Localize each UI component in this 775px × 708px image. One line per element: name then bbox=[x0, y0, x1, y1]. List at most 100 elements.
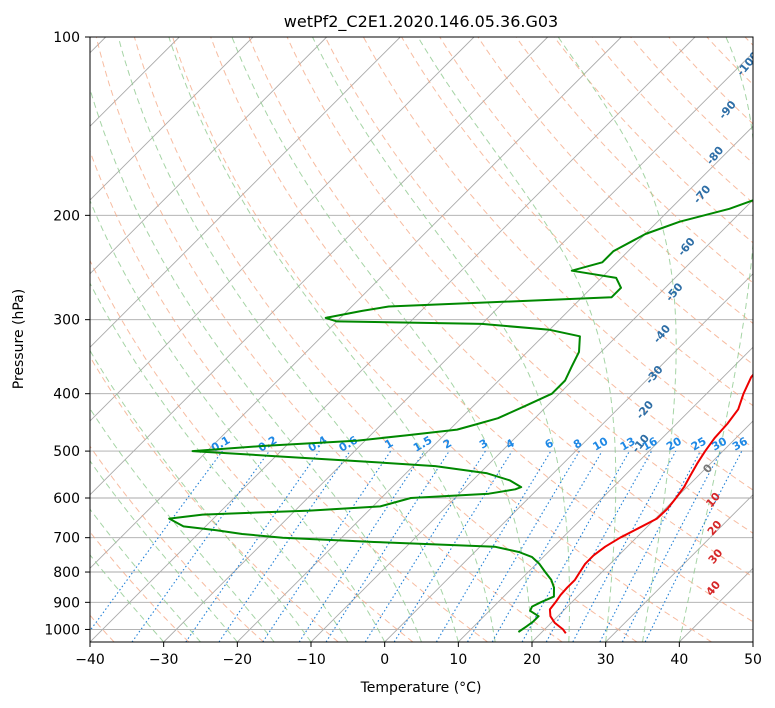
dry-adiabat-line bbox=[210, 37, 753, 623]
isotherm-line bbox=[605, 494, 753, 642]
dry-adiabat-label: -100 bbox=[734, 49, 762, 79]
dry-adiabat-label: -80 bbox=[704, 144, 727, 168]
dry-adiabat-line bbox=[744, 37, 753, 46]
dry-adiabat-line bbox=[286, 37, 753, 534]
isotherm-line bbox=[163, 52, 753, 642]
x-tick-label: −10 bbox=[296, 652, 326, 668]
mixing-ratio-line bbox=[325, 450, 450, 642]
dewpoint-profile-line bbox=[168, 199, 753, 633]
moist-adiabat-line bbox=[557, 37, 677, 642]
moist-adiabat-line bbox=[417, 37, 617, 642]
moist-adiabat-line bbox=[90, 407, 275, 642]
isotherm-line bbox=[90, 37, 475, 422]
mixing-ratio-line bbox=[131, 450, 270, 642]
dry-adiabat-label: -50 bbox=[663, 280, 686, 304]
dry-adiabat-line bbox=[172, 37, 712, 642]
chart-title: wetPf2_C2E1.2020.146.05.36.G03 bbox=[284, 12, 558, 32]
moist-adiabat-line bbox=[231, 37, 533, 642]
x-tick-label: 0 bbox=[380, 652, 389, 668]
dry-adiabat-line bbox=[90, 445, 264, 642]
dry-adiabat-line bbox=[668, 37, 753, 125]
moist-adiabat-line bbox=[90, 282, 349, 642]
dry-adiabat-label: -60 bbox=[675, 235, 698, 259]
x-axis-title: Temperature (°C) bbox=[360, 680, 482, 696]
isotherm-line bbox=[236, 125, 753, 642]
isotherm-line bbox=[90, 37, 401, 348]
moist-adiabat-line bbox=[90, 554, 165, 642]
mixing-ratio-label: 2 bbox=[441, 437, 454, 452]
dry-adiabat-line bbox=[324, 37, 753, 491]
mixing-ratio-line bbox=[572, 450, 677, 642]
dry-adiabat-line bbox=[90, 531, 190, 642]
x-tick-label: −40 bbox=[75, 652, 105, 668]
mixing-ratio-line bbox=[644, 450, 743, 642]
isotherm-line bbox=[457, 346, 753, 642]
dry-adiabat-line bbox=[248, 37, 753, 578]
moist-adiabat-line bbox=[90, 460, 238, 642]
isotherm-line bbox=[90, 37, 622, 569]
y-tick-label: 400 bbox=[53, 387, 80, 403]
isotherm-line bbox=[90, 37, 696, 642]
dry-adiabat-line bbox=[477, 37, 753, 324]
isotherm-line bbox=[752, 641, 753, 642]
dry-adiabat-label: 10 bbox=[703, 490, 723, 510]
mixing-ratio-label: 3 bbox=[477, 437, 490, 452]
isotherm-line bbox=[678, 567, 753, 642]
x-tick-label: −20 bbox=[223, 652, 253, 668]
y-tick-label: 800 bbox=[53, 565, 80, 581]
y-axis-title: Pressure (hPa) bbox=[11, 289, 27, 389]
dry-adiabat-label: -70 bbox=[691, 182, 714, 206]
mixing-ratio-line bbox=[90, 450, 223, 632]
x-tick-label: 50 bbox=[744, 652, 762, 668]
mixing-ratio-line bbox=[545, 450, 653, 642]
mixing-ratio-line bbox=[298, 450, 425, 642]
dry-adiabat-line bbox=[592, 37, 753, 204]
y-tick-label: 900 bbox=[53, 595, 80, 611]
moist-adiabat-line bbox=[90, 508, 201, 642]
x-tick-label: 20 bbox=[523, 652, 541, 668]
dry-adiabat-line bbox=[515, 37, 753, 284]
y-tick-label: 100 bbox=[53, 30, 80, 46]
dry-adiabat-label: 20 bbox=[705, 518, 725, 538]
moist-adiabat-line bbox=[90, 349, 312, 642]
mixing-ratio-line bbox=[262, 450, 392, 642]
y-tick-label: 1000 bbox=[44, 622, 80, 638]
isotherm-line bbox=[384, 273, 753, 642]
y-tick-label: 300 bbox=[53, 313, 80, 329]
x-tick-label: −30 bbox=[149, 652, 179, 668]
plot-frame bbox=[89, 36, 754, 643]
mixing-ratio-line bbox=[218, 450, 351, 642]
moist-adiabat-line bbox=[678, 37, 753, 642]
y-tick-label: 600 bbox=[53, 491, 80, 507]
dry-adiabat-label: 30 bbox=[706, 546, 726, 566]
moist-adiabat-line bbox=[90, 199, 386, 642]
mixing-ratio-line bbox=[521, 450, 630, 642]
moist-adiabat-line bbox=[168, 37, 496, 642]
moist-adiabat-line bbox=[312, 37, 570, 642]
dry-adiabat-label: 0 bbox=[700, 461, 715, 475]
dry-adiabat-label: -20 bbox=[633, 398, 656, 422]
isotherm-line bbox=[310, 199, 753, 642]
dry-adiabat-label: -30 bbox=[643, 363, 666, 387]
dry-adiabat-line bbox=[95, 37, 563, 642]
x-tick-label: 30 bbox=[597, 652, 615, 668]
moist-adiabat-line bbox=[117, 37, 459, 642]
x-tick-label: 40 bbox=[670, 652, 688, 668]
isotherm-line bbox=[90, 37, 549, 496]
dry-adiabat-line bbox=[90, 355, 339, 642]
mixing-ratio-line bbox=[185, 450, 320, 642]
isotherm-line bbox=[90, 37, 328, 275]
mixing-ratio-line bbox=[599, 450, 701, 642]
mixing-ratio-label: 4 bbox=[504, 436, 517, 451]
dry-adiabat-line bbox=[90, 149, 488, 642]
mixing-ratio-label: 6 bbox=[543, 436, 556, 451]
moist-adiabat-line bbox=[90, 87, 422, 642]
isotherm-line bbox=[531, 420, 753, 642]
y-tick-label: 200 bbox=[53, 208, 80, 224]
dry-adiabat-line bbox=[90, 259, 414, 642]
y-tick-label: 700 bbox=[53, 531, 80, 547]
x-tick-label: 10 bbox=[449, 652, 467, 668]
isotherm-line bbox=[90, 37, 254, 201]
dry-adiabat-line bbox=[133, 37, 638, 642]
